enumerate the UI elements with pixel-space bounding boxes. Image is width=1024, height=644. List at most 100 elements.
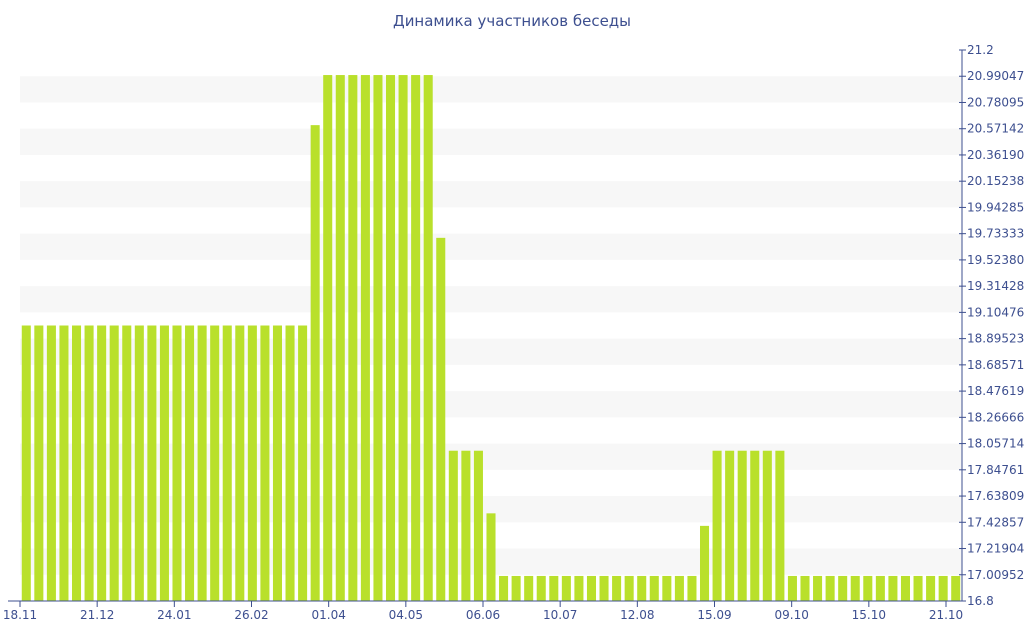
bar [699,525,710,601]
y-tick-label: 18.685714 [967,358,1024,372]
x-tick-label: 09.10 [774,608,808,622]
bar [448,450,458,601]
bar [813,575,823,601]
y-tick-label: 18.476190 [967,384,1024,398]
bar [310,125,320,602]
bar [59,325,69,601]
bar [586,575,597,601]
bar [373,75,383,601]
bar [486,513,496,601]
bar [612,575,622,601]
bar [737,450,747,601]
bar [97,325,107,601]
x-tick-label: 06.06 [466,608,500,622]
bar [536,575,546,601]
y-tick-label: 18.895238 [967,332,1024,346]
x-tick-label: 10.07 [543,608,577,622]
bar [838,575,848,601]
bar [473,450,483,601]
bar [800,575,810,601]
x-tick-label: 15.09 [697,608,731,622]
x-tick-label: 21.12 [80,608,114,622]
x-tick-label: 18.11 [3,608,37,622]
bar [298,325,308,601]
x-tick-label: 04.05 [389,608,423,622]
bar [285,325,295,601]
x-tick-label: 24.01 [157,608,191,622]
bar [875,575,885,601]
bar [134,325,144,601]
bar [549,575,559,601]
y-tick-label: 20.361904 [967,148,1024,162]
x-tick-label: 01.04 [311,608,345,622]
bar [159,325,169,601]
bar [360,75,370,601]
y-tick-label: 17.219047 [967,542,1024,556]
y-tick-label: 19.523809 [967,253,1024,267]
x-tick-label: 26.02 [234,608,268,622]
bar [185,325,195,601]
bar [461,450,471,601]
bar [649,575,659,601]
bar [750,450,760,601]
bar [863,575,873,601]
bar [599,575,609,601]
bar [900,575,911,601]
bar [260,325,270,601]
y-tick-label: 20.152380 [967,174,1024,188]
y-tick-label: 18.057142 [967,437,1024,451]
bar [938,575,948,601]
bar [385,75,396,601]
bar [335,75,345,601]
bar [637,575,647,601]
bar [323,75,333,601]
grid-band [20,286,962,313]
bar [398,75,408,601]
bar [147,325,157,601]
bar [624,575,634,601]
bar [561,575,571,601]
bar [850,575,860,601]
bar [172,325,182,601]
bar [662,575,672,601]
bar [348,75,358,601]
y-tick-label: 20.571428 [967,122,1024,136]
bar [46,325,56,601]
x-tick-label: 21.10 [929,608,963,622]
bar [913,575,923,601]
bar [574,575,584,601]
bar [725,450,735,601]
bar [411,75,421,601]
y-tick-label: 21.2 [967,43,994,57]
grid-band [20,76,962,103]
bar [787,575,797,601]
y-tick-label: 16.8 [967,594,994,608]
bar [825,575,835,601]
grid-band [20,128,962,155]
bar [197,325,207,601]
bar [888,575,898,601]
bar [34,325,44,601]
bar [247,325,257,601]
bar [762,450,772,601]
bar [674,575,684,601]
bar [235,325,245,601]
bars [21,75,961,602]
bar [926,575,936,601]
y-tick-label: 19.733333 [967,227,1024,241]
y-tick-label: 19.942857 [967,200,1024,214]
bar [71,325,82,601]
bar [21,325,31,601]
y-tick-label: 17.009523 [967,568,1024,582]
bar [436,237,446,601]
bar [84,325,94,601]
bar [272,325,283,601]
y-tick-label: 17.847619 [967,463,1024,477]
chart-title: Динамика участников беседы [392,12,632,30]
x-tick-label: 12.08 [620,608,654,622]
grid-band [20,181,962,208]
